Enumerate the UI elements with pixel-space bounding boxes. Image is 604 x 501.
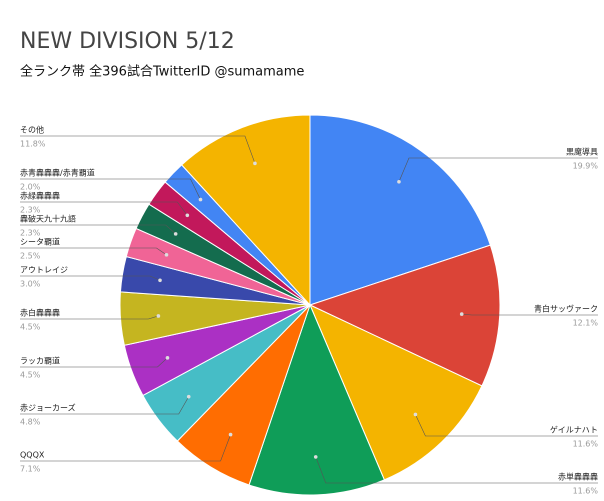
leader-line [20, 247, 167, 256]
leader-dot [164, 253, 169, 257]
slice-value-label: 4.5% [20, 371, 41, 380]
slice-value-label: 2.0% [20, 183, 41, 192]
leader-dot [198, 197, 203, 202]
slice-value-label: 11.8% [20, 140, 46, 149]
slice-value-label: 4.8% [20, 418, 41, 427]
slice-label: 赤白轟轟轟 [20, 308, 60, 318]
slice-label: 轟破天九十九語 [20, 214, 76, 224]
leader-line [20, 178, 201, 200]
slice-label: 赤緑轟轟轟 [20, 191, 60, 201]
leader-dot [165, 356, 170, 360]
slice-label: 青白サッヴァーク [534, 304, 598, 314]
leader-dot [158, 278, 162, 283]
leader-line [398, 157, 598, 182]
slice-label: QQQX [20, 451, 45, 460]
leader-line [20, 201, 188, 216]
slice-value-label: 3.0% [20, 280, 41, 289]
slice-label: ゲイルナハト [550, 425, 598, 435]
slice-label: 赤単轟轟轟 [558, 472, 598, 482]
slice-label: 赤ジョーカーズ [20, 403, 76, 413]
slice-value-label: 2.5% [20, 252, 41, 261]
leader-line [20, 357, 168, 368]
slice-label: 赤青轟轟轟/赤青覇道 [20, 168, 95, 178]
leader-dot [413, 412, 418, 417]
slice-value-label: 11.6% [573, 440, 599, 449]
leader-line [20, 396, 189, 415]
leader-dot [173, 232, 178, 236]
slice-value-label: 19.9% [573, 162, 599, 171]
slice-value-label: 4.5% [20, 323, 41, 332]
slice-value-label: 12.1% [573, 319, 599, 328]
pie-slice [180, 114, 311, 307]
pie-slice [308, 244, 501, 387]
slice-label: アウトレイジ [20, 266, 68, 275]
pie-slice [309, 114, 491, 306]
leader-line [20, 275, 161, 281]
leader-line [20, 315, 159, 320]
leader-line [20, 224, 176, 235]
leader-line [20, 434, 231, 462]
leader-line [415, 414, 598, 437]
leader-dot [397, 179, 401, 184]
leader-dot [313, 455, 318, 459]
leader-line [461, 313, 598, 316]
leader-dot [459, 312, 464, 316]
slice-value-label: 2.3% [20, 229, 41, 238]
leader-dot [228, 432, 233, 437]
slice-value-label: 2.3% [20, 206, 41, 215]
leader-line [315, 456, 598, 484]
leader-dot [185, 213, 190, 218]
chart-subtitle: 全ランク帯 全396試合TwitterID @sumamame [20, 64, 304, 80]
slice-value-label: 11.6% [573, 487, 599, 496]
slice-label: ラッカ覇道 [20, 356, 60, 366]
leader-dot [186, 394, 191, 399]
slice-label: シータ覇道 [20, 237, 60, 247]
chart-title: NEW DIVISION 5/12 [20, 29, 235, 54]
slice-value-label: 7.1% [20, 465, 41, 474]
slice-label: 黒魔導具 [566, 147, 598, 157]
leader-dot [156, 314, 161, 318]
slice-label: その他 [20, 125, 44, 135]
leader-line [20, 135, 256, 164]
leader-dot [253, 161, 257, 166]
